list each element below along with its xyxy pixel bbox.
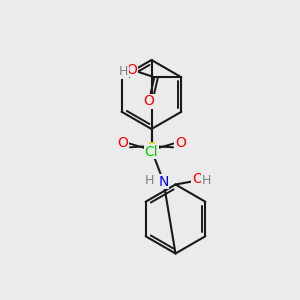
Text: O: O [126,63,137,77]
Text: O: O [192,172,203,186]
Text: O: O [143,94,154,108]
Text: H: H [145,173,154,187]
Text: H: H [201,174,211,187]
Text: H: H [119,65,128,78]
Text: Cl: Cl [145,145,158,158]
Text: O: O [117,136,128,150]
Text: O: O [175,136,186,150]
Text: S: S [147,142,156,158]
Text: N: N [158,175,169,188]
